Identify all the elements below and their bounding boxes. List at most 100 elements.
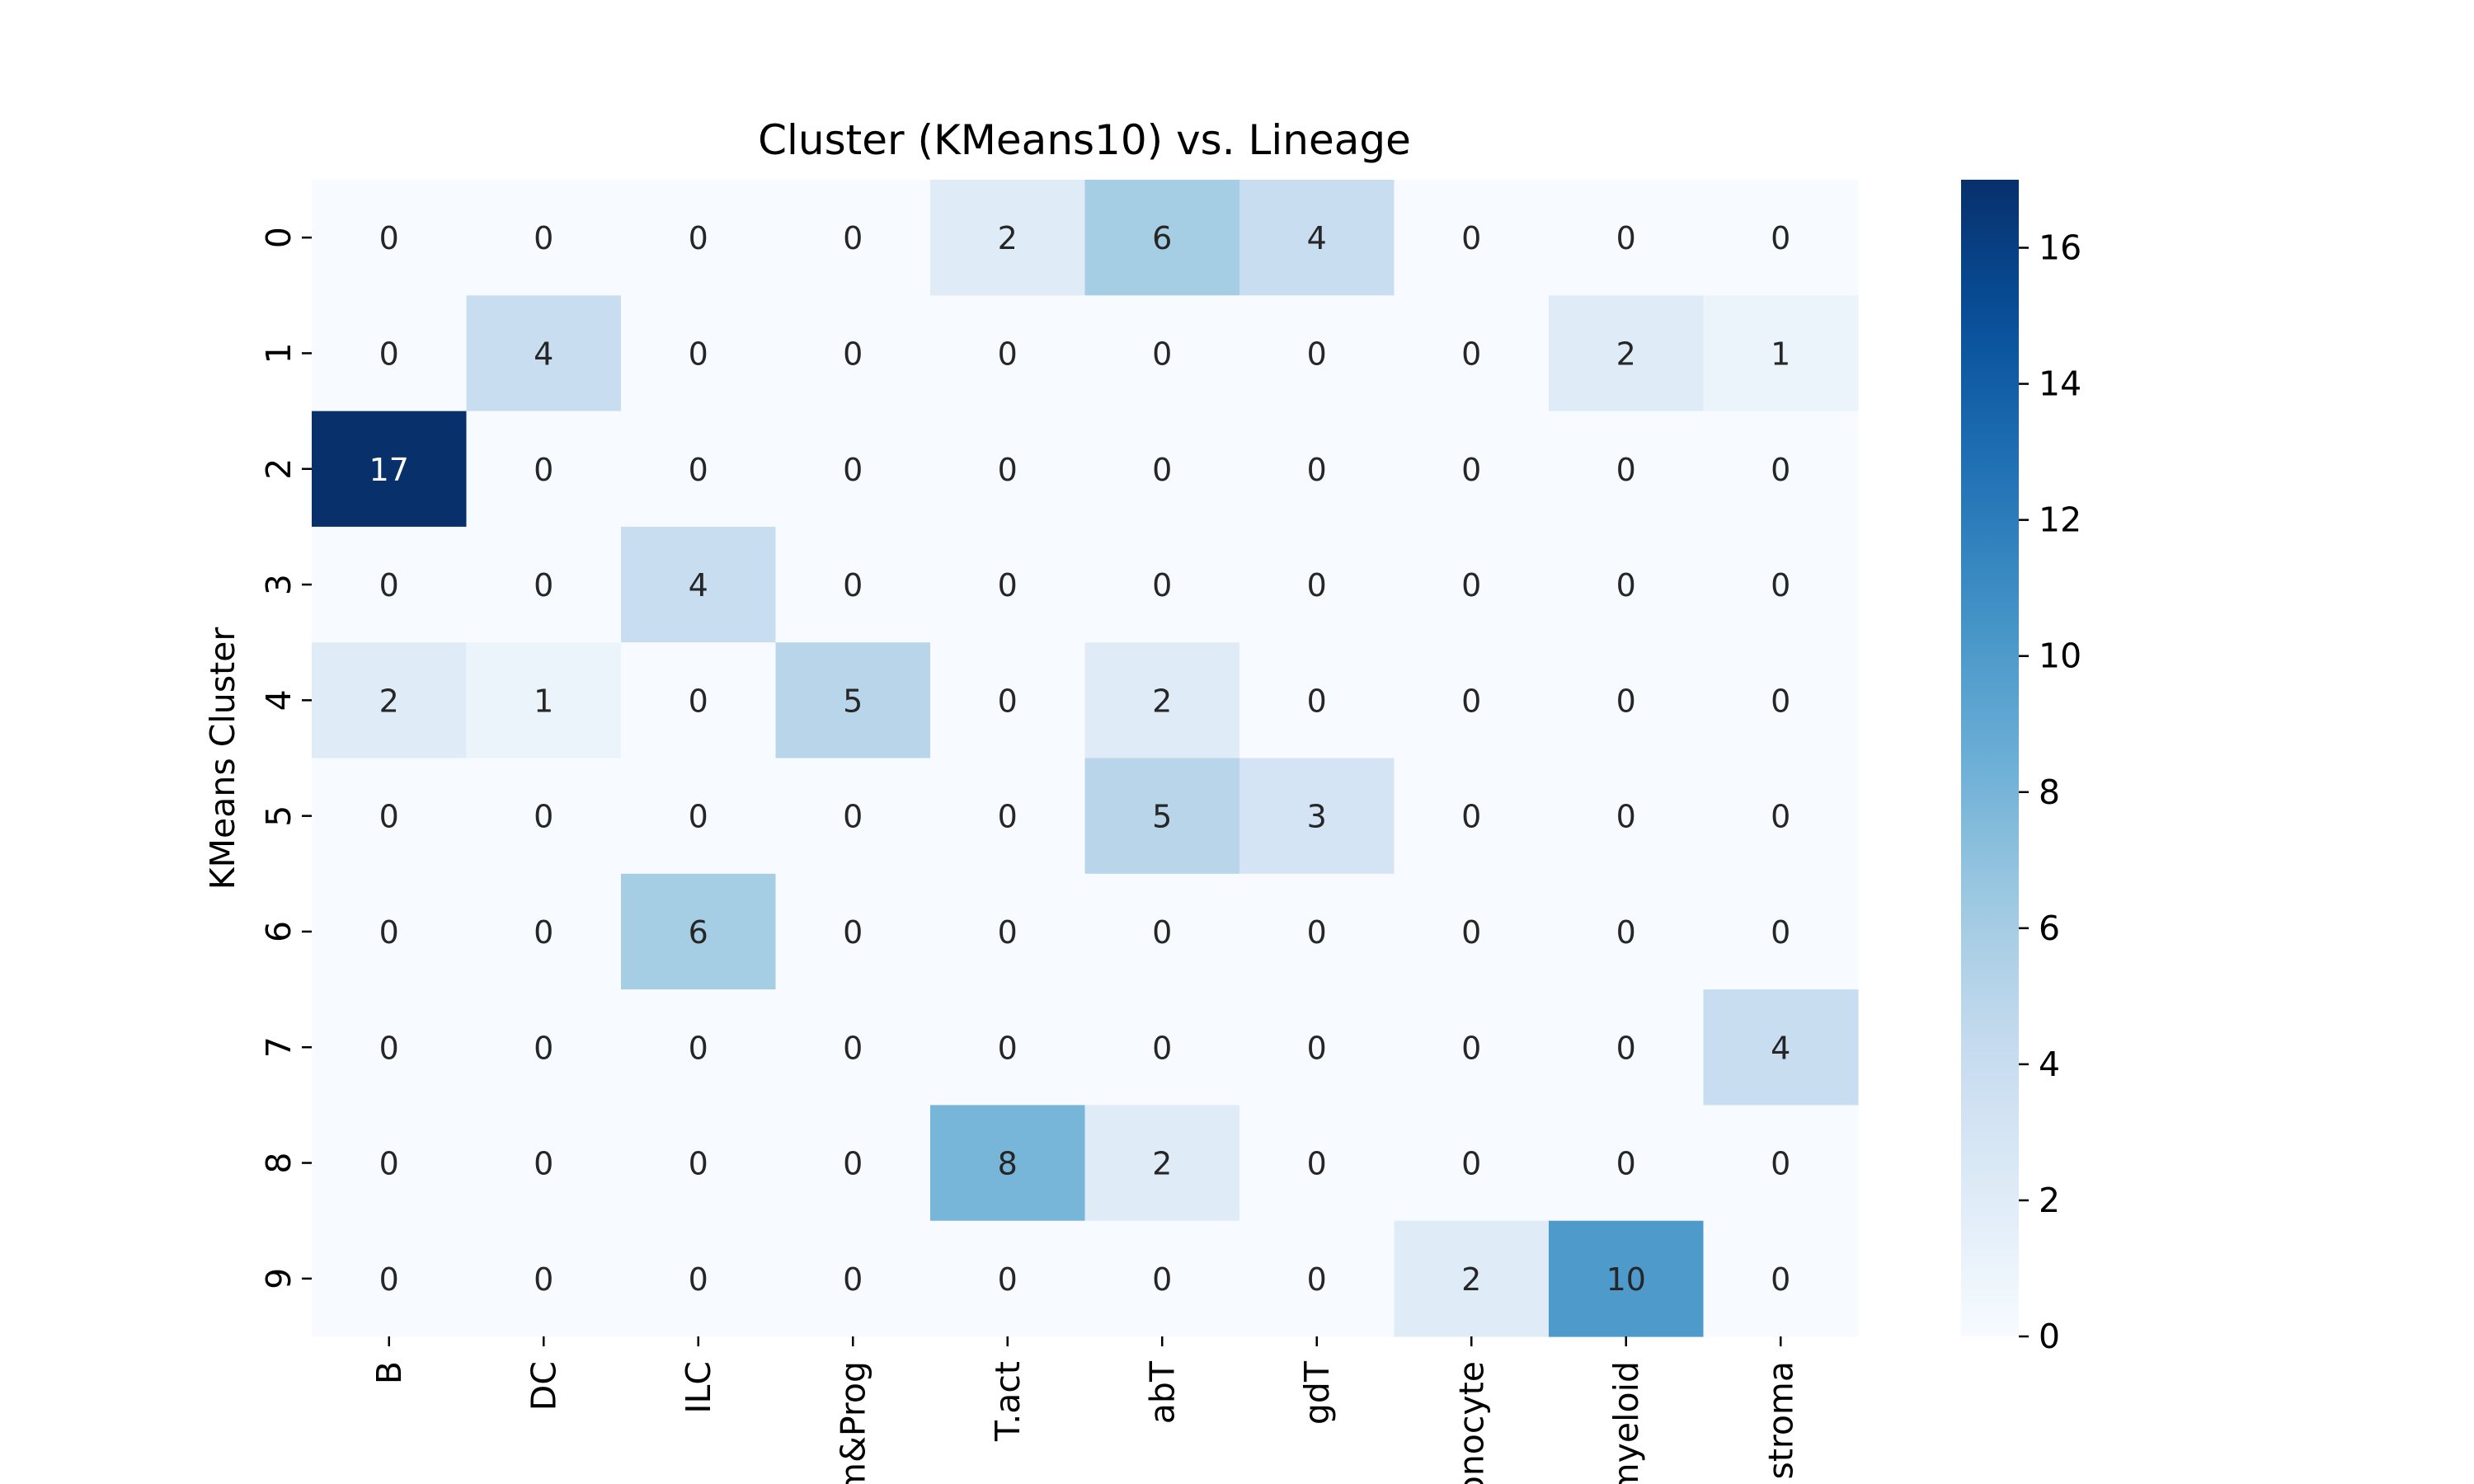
cell-value-r7-c9: 4: [1771, 1030, 1790, 1066]
heatmap-cell-r6-c0: [312, 873, 468, 990]
colorbar-tick-label-2: 4: [2039, 1045, 2060, 1084]
colorbar-tick-label-1: 2: [2039, 1181, 2060, 1220]
cell-value-r2-c4: 0: [998, 452, 1018, 488]
heatmap-cell-r5-c6: [1239, 758, 1395, 875]
colorbar-tick-label-3: 6: [2039, 909, 2060, 948]
cell-value-r8-c3: 0: [843, 1146, 863, 1182]
x-axis-ticks: B DC ILC m&Prog T.act abT gdT onocyte myeloid str…: [369, 1336, 1800, 1484]
heatmap-cell-r5-c7: [1394, 758, 1550, 875]
heatmap-cell-r2-c7: [1394, 411, 1550, 528]
x-tick-label-8: myeloid: [1606, 1361, 1646, 1484]
heatmap-cell-r0-c9: [1703, 180, 1859, 296]
colorbar-tick-label-6: 12: [2039, 500, 2081, 540]
cell-value-r4-c4: 0: [998, 683, 1018, 719]
heatmap-cell-r0-c4: [930, 180, 1086, 296]
heatmap-cell-r4-c3: [775, 642, 931, 759]
heatmap-cell-r8-c4: [930, 1105, 1086, 1222]
heatmap-cell-r5-c3: [775, 758, 931, 875]
colorbar-tick-label-4: 8: [2039, 773, 2060, 812]
cell-value-r6-c6: 0: [1307, 914, 1327, 951]
y-tick-label-2: 2: [259, 458, 299, 480]
cell-value-r7-c4: 0: [998, 1030, 1018, 1066]
x-tick-label-3: m&Prog: [833, 1361, 872, 1484]
x-tick-label-5: abT: [1142, 1360, 1182, 1424]
x-tick-label-0: B: [369, 1361, 409, 1384]
cell-value-r2-c2: 0: [689, 452, 708, 488]
heatmap-cell-r8-c8: [1549, 1105, 1705, 1222]
cell-value-r7-c3: 0: [843, 1030, 863, 1066]
heatmap-cell-r9-c4: [930, 1220, 1086, 1337]
heatmap-cell-r6-c6: [1239, 873, 1395, 990]
cell-value-r2-c5: 0: [1152, 452, 1172, 488]
heatmap-cell-r3-c4: [930, 526, 1086, 643]
heatmap-cell-r2-c6: [1239, 411, 1395, 528]
cell-value-r4-c1: 1: [534, 683, 553, 719]
heatmap-cell-r4-c5: [1084, 642, 1240, 759]
cell-value-r2-c0: 17: [369, 452, 409, 488]
colorbar: 0 2 4 6 8 10 12 14 16: [1961, 180, 2081, 1356]
heatmap-cell-r3-c3: [775, 526, 931, 643]
heatmap-cell-r8-c3: [775, 1105, 931, 1222]
cell-value-r9-c1: 0: [534, 1261, 553, 1298]
cell-value-r5-c0: 0: [379, 799, 399, 835]
cell-value-r2-c1: 0: [534, 452, 553, 488]
x-tick-label-4: T.act: [988, 1361, 1028, 1442]
heatmap-cell-r9-c9: [1703, 1220, 1859, 1337]
cell-value-r1-c6: 0: [1307, 336, 1327, 372]
cell-value-r7-c5: 0: [1152, 1030, 1172, 1066]
heatmap-cell-r0-c6: [1239, 180, 1395, 296]
heatmap-cell-r5-c0: [312, 758, 468, 875]
cell-value-r4-c2: 0: [689, 683, 708, 719]
cell-value-r0-c4: 2: [998, 220, 1018, 256]
y-tick-label-9: 9: [259, 1268, 299, 1289]
heatmap-cell-r1-c0: [312, 295, 468, 412]
heatmap-cell-r4-c1: [466, 642, 622, 759]
y-tick-label-4: 4: [259, 689, 299, 711]
cell-value-r5-c9: 0: [1771, 799, 1790, 835]
heatmap-cell-r5-c2: [621, 758, 777, 875]
cell-value-r7-c6: 0: [1307, 1030, 1327, 1066]
colorbar-tick-label-0: 0: [2039, 1317, 2060, 1356]
cell-value-r9-c2: 0: [689, 1261, 708, 1298]
cell-value-r3-c4: 0: [998, 567, 1018, 603]
cell-value-r0-c1: 0: [534, 220, 553, 256]
heatmap-cell-r7-c6: [1239, 989, 1395, 1106]
cell-value-r9-c0: 0: [379, 1261, 399, 1298]
heatmap-cell-r7-c0: [312, 989, 468, 1106]
y-tick-label-1: 1: [259, 342, 299, 364]
cell-value-r8-c9: 0: [1771, 1146, 1790, 1182]
y-tick-label-0: 0: [259, 227, 299, 248]
heatmap-cell-r6-c3: [775, 873, 931, 990]
cell-value-r1-c7: 0: [1461, 336, 1481, 372]
cell-value-r0-c9: 0: [1771, 220, 1790, 256]
heatmap-cell-r8-c1: [466, 1105, 622, 1222]
heatmap-cells: [312, 180, 1859, 1337]
cell-value-r8-c4: 8: [998, 1146, 1018, 1182]
cell-value-r5-c5: 5: [1152, 799, 1172, 835]
heatmap-cell-r2-c9: [1703, 411, 1859, 528]
heatmap-cell-r3-c8: [1549, 526, 1705, 643]
cell-value-r2-c7: 0: [1461, 452, 1481, 488]
cell-value-r7-c8: 0: [1616, 1030, 1636, 1066]
heatmap-cell-r3-c9: [1703, 526, 1859, 643]
heatmap-cell-r9-c6: [1239, 1220, 1395, 1337]
heatmap-cell-r8-c6: [1239, 1105, 1395, 1222]
heatmap-cell-r4-c6: [1239, 642, 1395, 759]
heatmap-cell-r0-c7: [1394, 180, 1550, 296]
heatmap-cell-r0-c8: [1549, 180, 1705, 296]
cell-value-r7-c7: 0: [1461, 1030, 1481, 1066]
heatmap-cell-r9-c3: [775, 1220, 931, 1337]
cell-value-r5-c4: 0: [998, 799, 1018, 835]
cell-value-r8-c8: 0: [1616, 1146, 1636, 1182]
cell-value-r9-c3: 0: [843, 1261, 863, 1298]
colorbar-gradient: [1961, 180, 2019, 1336]
cell-value-r3-c1: 0: [534, 567, 553, 603]
x-tick-label-2: ILC: [679, 1361, 718, 1414]
cell-value-r1-c9: 1: [1771, 336, 1790, 372]
heatmap-cell-r9-c0: [312, 1220, 468, 1337]
heatmap-cell-r8-c0: [312, 1105, 468, 1222]
cell-value-r3-c0: 0: [379, 567, 399, 603]
heatmap-cell-r9-c1: [466, 1220, 622, 1337]
heatmap-cell-r4-c8: [1549, 642, 1705, 759]
